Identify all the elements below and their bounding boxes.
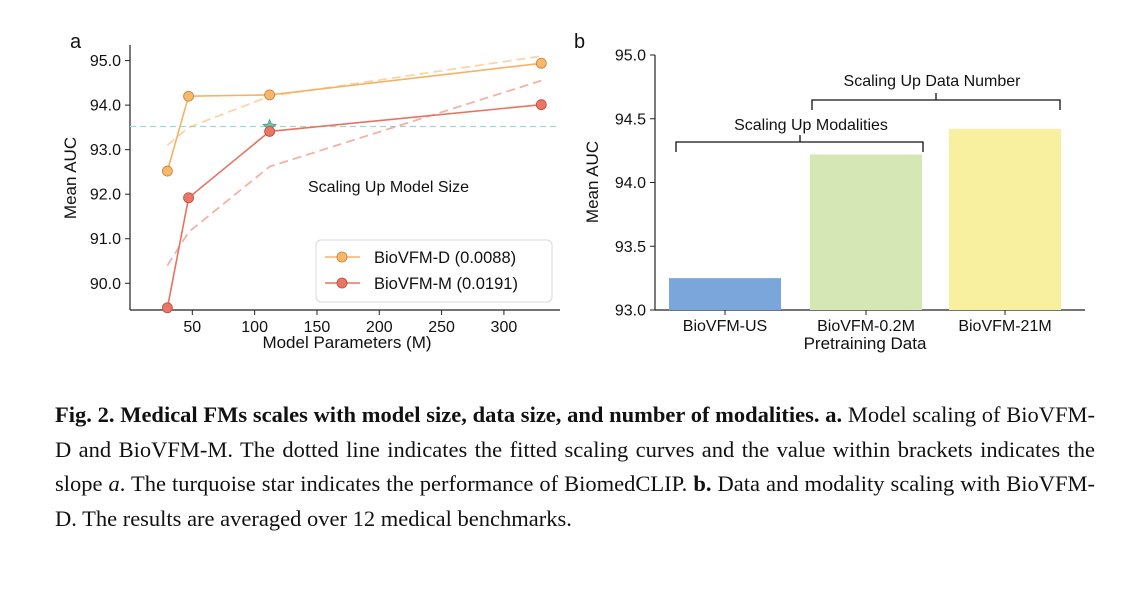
- bar-biovfm-us: [669, 278, 781, 310]
- bar-biovfm-0.2m: [810, 154, 922, 310]
- x-tick-label: BioVFM-21M: [958, 318, 1051, 335]
- annotation-scaling-data-number: Scaling Up Data Number: [844, 73, 1022, 90]
- bracket-data-number: [811, 93, 1061, 110]
- figure-2: a 50 100 150 200 250 300 90.0 91.0 92.0 93.0 94.0 9…: [61, 31, 1085, 353]
- annotation-scaling-modalities: Scaling Up Modalities: [734, 117, 888, 134]
- caption-b-text: Data and modality scaling with BioVFM-D.…: [55, 471, 1096, 531]
- series-line-biovfm-m: [166, 103, 542, 308]
- x-tick-label: 150: [304, 319, 331, 336]
- y-tick-label: 92.0: [90, 187, 121, 204]
- legend-frame: [315, 239, 553, 303]
- panel-b-bar-chart: b BioVFM-US BioVFM-0.2M BioVFM-21M 93.0 93.5…: [574, 31, 1085, 353]
- caption-title: Medical FMs scales with model size, data…: [120, 402, 820, 427]
- x-tick-label: 200: [366, 319, 393, 336]
- x-tick-label: BioVFM-0.2M: [817, 318, 915, 335]
- y-tick-label: 95.0: [90, 53, 121, 70]
- panel-b-y-axis-label: Mean AUC: [583, 141, 602, 223]
- caption-fig-label: Fig. 2.: [55, 402, 115, 427]
- data-point-biovfm-m: [535, 99, 547, 111]
- figure-caption: Fig. 2. Medical FMs scales with model si…: [55, 398, 1095, 536]
- bracket-modalities: [675, 135, 924, 152]
- x-tick-label: 250: [428, 319, 455, 336]
- fitted-curve-biovfm-m: [166, 79, 542, 266]
- series-lines-group: [161, 57, 547, 314]
- data-point-biovfm-d: [161, 165, 173, 177]
- y-tick-label: 94.5: [615, 111, 646, 128]
- bar-biovfm-21m: [949, 128, 1061, 310]
- x-tick-label: 300: [491, 319, 518, 336]
- caption-slope-symbol: a: [108, 471, 120, 496]
- data-point-biovfm-m: [161, 302, 173, 314]
- x-tick-label: 50: [183, 319, 201, 336]
- panel-a-line-chart: a 50 100 150 200 250 300 90.0 91.0 92.0 93.0 94.0 9…: [61, 31, 560, 352]
- y-tick-label: 93.5: [615, 239, 646, 256]
- y-tick-label: 95.0: [615, 48, 646, 65]
- data-point-biovfm-m: [183, 192, 194, 204]
- y-tick-label: 91.0: [90, 231, 121, 248]
- caption-a-text-1: Model scaling of BioVFM-D and BioVFM-M. …: [55, 402, 1096, 496]
- legend-marker-biovfm-m: [336, 277, 348, 289]
- caption-a-label: a.: [825, 402, 843, 427]
- caption-a-text-2: . The turquoise star indicates the perfo…: [119, 471, 688, 496]
- panel-a-legend: BioVFM-D (0.0088) BioVFM-M (0.0191): [315, 239, 553, 303]
- bars-group: [669, 128, 1061, 310]
- series-line-biovfm-d: [166, 62, 542, 172]
- legend-marker-biovfm-d: [336, 251, 348, 263]
- data-point-biovfm-d: [264, 89, 275, 101]
- fitted-curves-group: [166, 55, 542, 266]
- caption-b-label: b.: [693, 471, 712, 496]
- panel-b-x-axis-label: Pretraining Data: [804, 334, 927, 353]
- x-tick-label: 100: [241, 319, 268, 336]
- legend-entry-biovfm-m: BioVFM-M (0.0191): [374, 275, 518, 293]
- y-tick-label: 94.0: [615, 175, 646, 192]
- y-tick-label: 93.0: [615, 303, 646, 320]
- x-tick-label: BioVFM-US: [683, 318, 767, 335]
- panel-a-label: a: [70, 31, 82, 53]
- data-point-biovfm-m: [264, 126, 275, 137]
- data-point-biovfm-d: [535, 57, 547, 69]
- data-point-biovfm-d: [183, 90, 194, 102]
- annotation-scaling-model-size: Scaling Up Model Size: [308, 179, 469, 196]
- panel-a-y-axis-label: Mean AUC: [61, 137, 80, 219]
- panel-b-ticks: BioVFM-US BioVFM-0.2M BioVFM-21M 93.0 93.5 94…: [615, 48, 1052, 336]
- panel-a-ticks: 50 100 150 200 250 300 90.0 91.0 92.0 93.0 94.0 95.…: [90, 53, 517, 336]
- y-tick-label: 94.0: [90, 98, 121, 115]
- y-tick-label: 90.0: [90, 276, 121, 293]
- fitted-curve-biovfm-d: [166, 55, 542, 146]
- panel-b-label: b: [574, 31, 585, 53]
- legend-entry-biovfm-d: BioVFM-D (0.0088): [374, 249, 516, 267]
- panel-a-x-axis-label: Model Parameters (M): [262, 333, 431, 352]
- y-tick-label: 93.0: [90, 142, 121, 159]
